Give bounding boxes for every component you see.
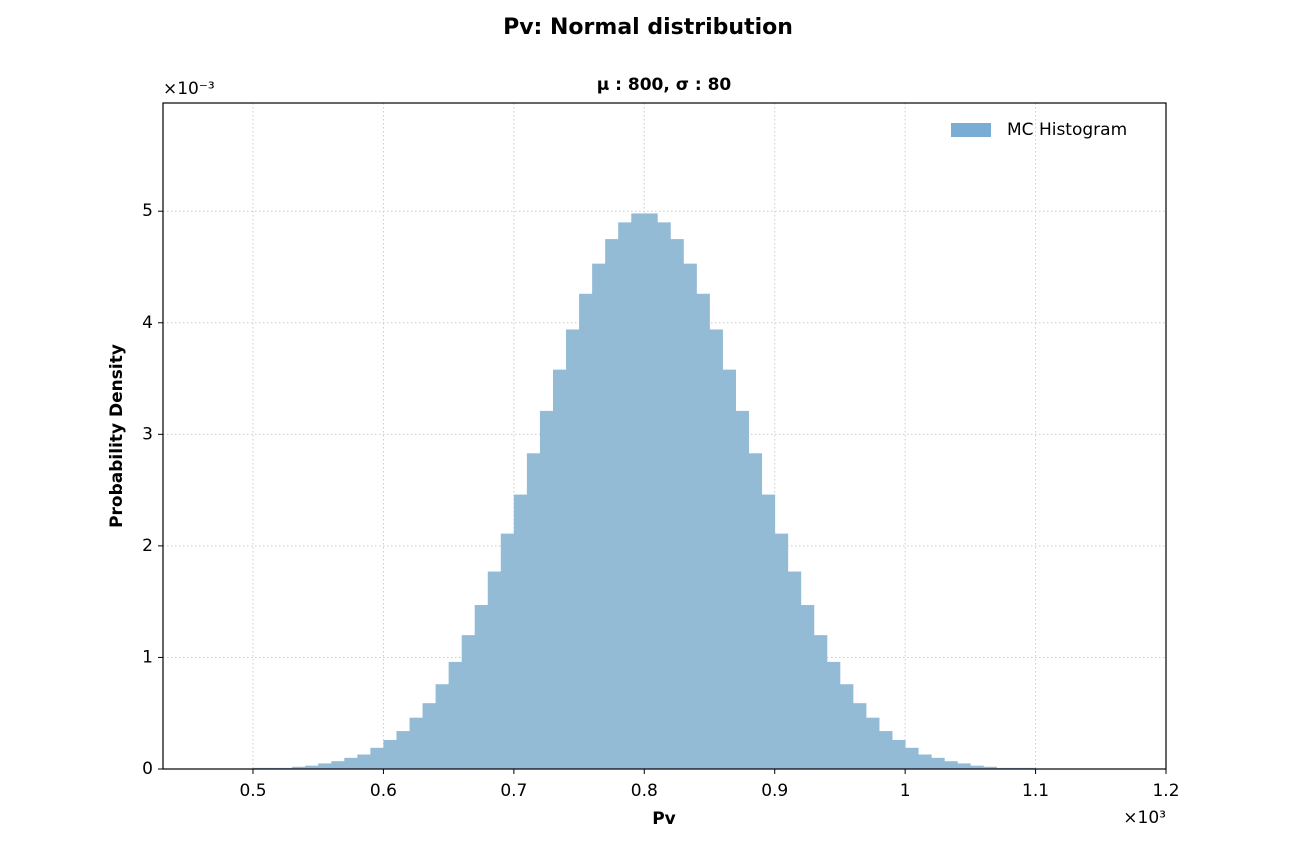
histogram-bar (709, 329, 723, 769)
y-tick-label: 2 (142, 536, 153, 556)
histogram-bar (448, 661, 463, 769)
histogram-bar (592, 263, 606, 769)
histogram-bar (839, 684, 854, 769)
x-tick-label: 0.8 (631, 781, 658, 801)
histogram-bar (761, 494, 776, 769)
x-tick-label: 1 (900, 781, 911, 801)
histogram-bar (931, 757, 945, 769)
histogram-bar (618, 222, 632, 770)
histogram-bar (918, 754, 932, 769)
y-tick-label: 3 (142, 424, 153, 444)
y-axis-label: Probability Density (107, 344, 127, 528)
y-tick-label: 4 (142, 313, 153, 333)
histogram-bar (983, 766, 997, 769)
histogram-bar (813, 635, 828, 769)
histogram-bar (748, 453, 763, 769)
histogram-bar (318, 763, 332, 769)
x-axis-label: Pv (652, 809, 676, 829)
legend-swatch (951, 123, 991, 137)
chart-subtitle: μ : 800, σ : 80 (597, 75, 732, 95)
histogram-bar (396, 731, 410, 769)
x-tick-label: 0.7 (500, 781, 527, 801)
histogram-bar (670, 239, 684, 769)
histogram-bar (826, 661, 841, 769)
y-tick-label: 0 (142, 759, 153, 779)
y-offset-label: ×10⁻³ (163, 79, 215, 99)
histogram-bar (422, 703, 436, 769)
histogram-bar (605, 239, 619, 769)
x-tick-label: 0.6 (370, 781, 397, 801)
histogram-bar (722, 369, 736, 769)
histogram-bar (305, 765, 319, 769)
x-tick-label: 1.2 (1152, 781, 1179, 801)
histogram-bar (774, 533, 789, 769)
histogram-bar (866, 717, 880, 769)
histogram-bar (631, 213, 645, 770)
histogram-bar (735, 410, 750, 769)
histogram-bar (292, 766, 306, 769)
y-tick-label: 1 (142, 647, 153, 667)
x-tick-label: 1.1 (1022, 781, 1049, 801)
histogram-bar (892, 739, 906, 769)
histogram-bar (579, 293, 593, 769)
histogram-bar (644, 213, 658, 770)
histogram-bar (552, 369, 567, 769)
histogram-bar (435, 684, 450, 769)
histogram-bar (357, 754, 371, 769)
histogram-bar (696, 293, 710, 769)
histogram-bar (409, 717, 423, 769)
histogram-bar (383, 739, 397, 769)
histogram-bar (944, 761, 958, 769)
histogram-bar (500, 533, 515, 769)
histogram-bar (566, 329, 580, 769)
histogram-bar (331, 761, 345, 769)
histogram-bar (683, 263, 697, 769)
histogram-bar (370, 747, 384, 769)
y-tick-label: 5 (142, 201, 153, 221)
histogram-bar (526, 453, 541, 769)
histogram-bar (657, 222, 671, 770)
plot-frame (162, 102, 1167, 770)
histogram-bar (787, 571, 802, 769)
histogram-bar (879, 731, 893, 769)
histogram-bar (852, 703, 867, 769)
histogram-bar (957, 763, 971, 769)
histogram-bar (461, 635, 476, 769)
legend-label: MC Histogram (1007, 120, 1127, 140)
histogram-bar (539, 410, 554, 769)
histogram-bar (970, 765, 984, 769)
histogram-bar (344, 757, 358, 769)
histogram-bar (905, 747, 919, 769)
x-tick-label: 0.9 (761, 781, 788, 801)
histogram-bar (800, 605, 815, 769)
chart-title: Pv: Normal distribution (503, 15, 793, 40)
x-offset-label: ×10³ (1123, 808, 1166, 828)
histogram-bar (474, 605, 489, 769)
x-tick-label: 0.5 (239, 781, 266, 801)
histogram-bar (487, 571, 502, 769)
histogram-bar (513, 494, 528, 769)
